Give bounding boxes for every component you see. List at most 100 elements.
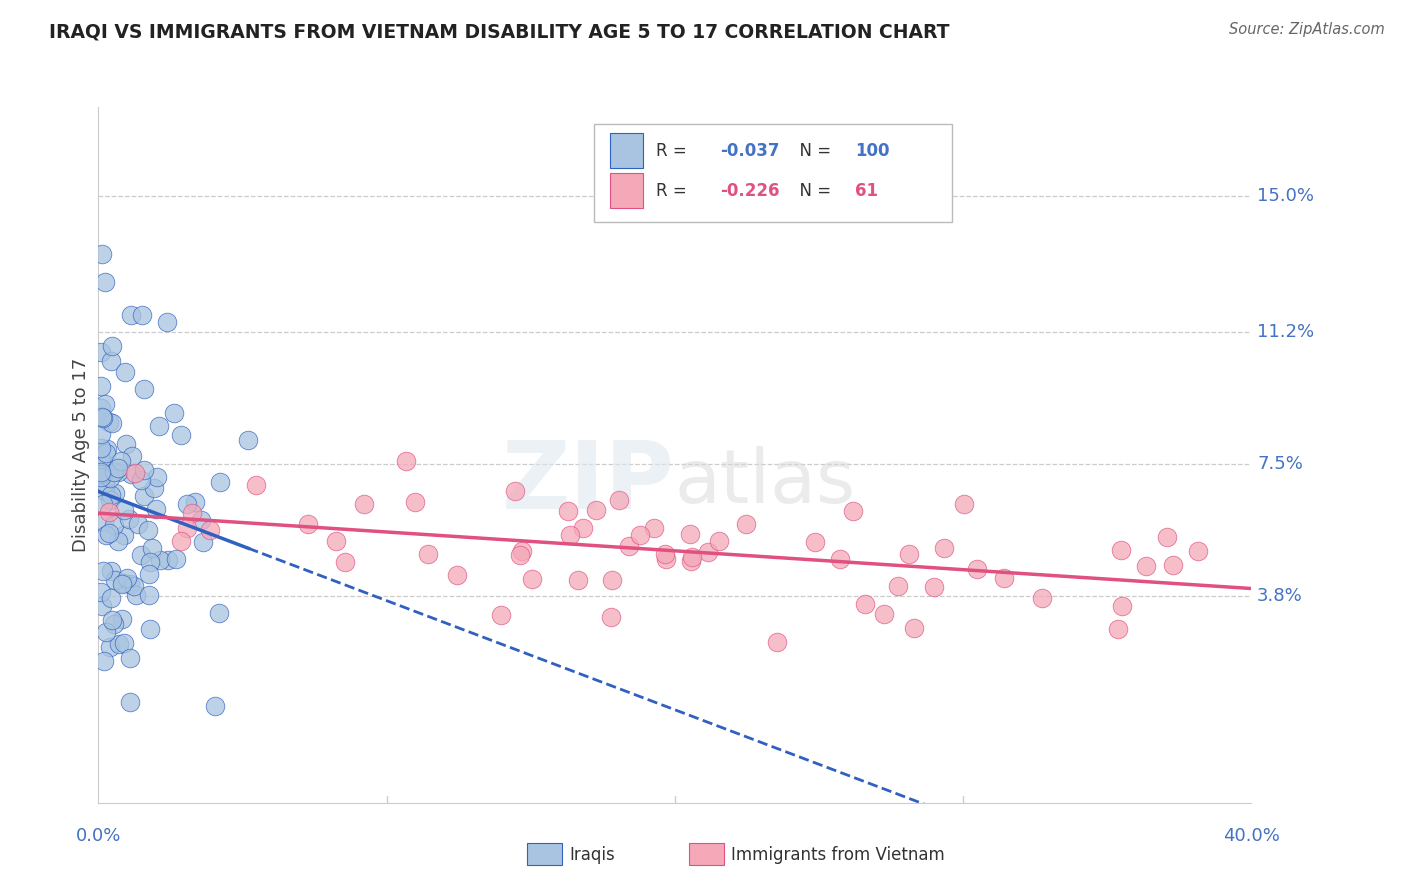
Point <box>245 478 267 492</box>
Point <box>489 608 512 623</box>
Point <box>607 492 630 507</box>
Point <box>125 588 148 602</box>
Point <box>91 411 114 425</box>
Point <box>93 654 115 668</box>
Point <box>1107 622 1129 636</box>
Text: 3.8%: 3.8% <box>1257 587 1303 605</box>
Point <box>90 401 112 416</box>
Point <box>993 571 1015 585</box>
Point <box>898 547 921 561</box>
Point <box>101 613 124 627</box>
Point <box>149 553 172 567</box>
Point <box>121 450 143 464</box>
Point <box>90 345 112 359</box>
Text: 11.2%: 11.2% <box>1257 323 1315 341</box>
Point <box>145 502 167 516</box>
Point <box>118 651 141 665</box>
Text: 61: 61 <box>855 182 877 200</box>
Point <box>108 636 131 650</box>
Text: N =: N = <box>789 142 831 160</box>
Point <box>146 470 169 484</box>
Point <box>107 460 129 475</box>
Text: atlas: atlas <box>675 446 856 519</box>
Point <box>297 517 319 532</box>
Text: R =: R = <box>657 142 692 160</box>
Point <box>94 527 117 541</box>
Point <box>138 566 160 581</box>
Text: Iraqis: Iraqis <box>569 846 616 863</box>
Point <box>104 573 127 587</box>
Point <box>503 484 526 499</box>
Point <box>138 588 160 602</box>
Point <box>766 635 789 649</box>
Point <box>557 504 579 518</box>
Point <box>94 475 117 490</box>
Text: N =: N = <box>789 182 831 200</box>
Point <box>111 577 134 591</box>
Point <box>1111 599 1133 613</box>
Point <box>94 625 117 640</box>
Point <box>190 513 212 527</box>
Point <box>124 467 146 481</box>
Point <box>138 623 160 637</box>
Point <box>585 503 607 517</box>
FancyBboxPatch shape <box>595 124 952 222</box>
Point <box>93 458 115 472</box>
Point <box>679 526 702 541</box>
Point <box>191 535 214 549</box>
Point <box>156 553 179 567</box>
Point <box>90 441 112 455</box>
Point <box>131 309 153 323</box>
Bar <box>610 134 643 169</box>
Point <box>94 396 117 410</box>
Point <box>198 524 221 538</box>
Point <box>115 571 138 585</box>
Point <box>520 572 543 586</box>
Point <box>1187 543 1209 558</box>
Point <box>842 504 865 518</box>
Point <box>643 521 665 535</box>
Point <box>118 695 141 709</box>
Point <box>1156 530 1178 544</box>
Point <box>104 486 127 500</box>
Point <box>1135 558 1157 573</box>
Text: Immigrants from Vietnam: Immigrants from Vietnam <box>731 846 945 863</box>
Point <box>325 533 347 548</box>
Point <box>887 578 910 592</box>
Point <box>127 516 149 531</box>
Point <box>922 580 945 594</box>
Point <box>97 505 120 519</box>
Point <box>165 552 187 566</box>
Point <box>120 577 142 591</box>
Point <box>156 315 179 329</box>
Point <box>509 549 531 563</box>
Point <box>103 465 125 479</box>
Point <box>90 599 112 613</box>
Point <box>93 515 115 529</box>
Point <box>176 497 198 511</box>
Point <box>98 640 121 655</box>
Point <box>90 378 112 392</box>
Point <box>567 574 589 588</box>
Point <box>418 547 440 561</box>
Text: 7.5%: 7.5% <box>1257 455 1303 473</box>
Point <box>110 454 132 468</box>
Point <box>98 493 121 508</box>
Point <box>1031 591 1053 606</box>
Point <box>139 556 162 570</box>
Text: Source: ZipAtlas.com: Source: ZipAtlas.com <box>1229 22 1385 37</box>
Point <box>208 607 231 621</box>
Point <box>111 612 134 626</box>
Point <box>654 547 676 561</box>
Point <box>181 507 204 521</box>
Text: -0.226: -0.226 <box>720 182 779 200</box>
Point <box>100 591 122 606</box>
Text: 15.0%: 15.0% <box>1257 187 1315 205</box>
Point <box>90 584 112 599</box>
Point <box>120 467 142 481</box>
Point <box>176 521 198 535</box>
Point <box>932 541 955 556</box>
Point <box>90 467 112 482</box>
Point <box>103 517 125 532</box>
Point <box>169 534 191 549</box>
